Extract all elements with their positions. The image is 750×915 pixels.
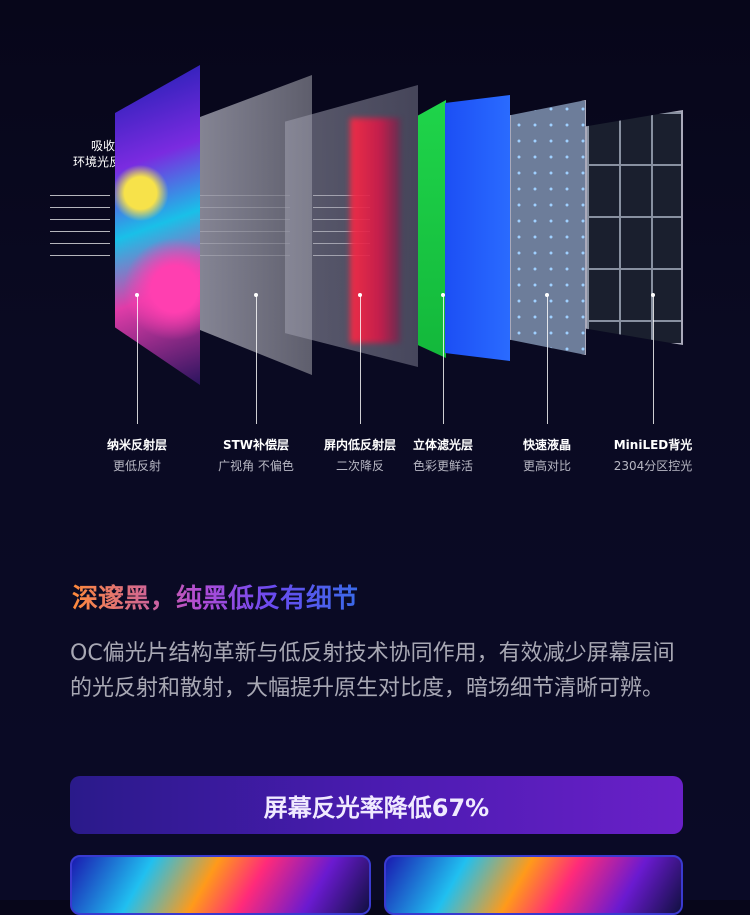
- layer-subtitle: 更高对比: [522, 459, 571, 473]
- light-ray: [50, 231, 110, 232]
- leader-line: [360, 296, 361, 424]
- leader-line: [137, 296, 138, 424]
- layer-subtitle: 二次降反: [335, 459, 384, 473]
- layer-title: 立体滤光层: [412, 438, 473, 452]
- nano-reflection-layer: [115, 65, 200, 385]
- leader-line: [443, 296, 444, 424]
- layer-subtitle: 色彩更鲜活: [412, 459, 473, 473]
- section-title: 深邃黑，纯黑低反有细节: [72, 578, 358, 615]
- layer-title: STW补偿层: [222, 438, 290, 452]
- layer-marker-dot: [651, 293, 655, 297]
- layer-title: 纳米反射层: [106, 438, 167, 452]
- layer-subtitle: 广视角 不偏色: [218, 459, 294, 473]
- blue-filter-layer: [445, 95, 510, 361]
- miniled-backlight-layer: [585, 110, 683, 345]
- absorb-line-1: 吸收: [90, 139, 115, 153]
- leader-line: [256, 296, 257, 424]
- liquid-crystal-layer: [510, 100, 586, 355]
- layer-marker-dot: [358, 293, 362, 297]
- layer-subtitle: 更低反射: [112, 459, 161, 473]
- layer-label: 屏内低反射层 二次降反: [300, 436, 420, 474]
- layer-marker-dot: [441, 293, 445, 297]
- layer-marker-dot: [254, 293, 258, 297]
- layer-label: 快速液晶 更高对比: [487, 436, 607, 474]
- comparison-image-right: [384, 855, 683, 915]
- layer-subtitle: 2304分区控光: [613, 459, 693, 473]
- red-filter-strip: [350, 118, 400, 343]
- layer-title: MiniLED背光: [613, 438, 693, 452]
- layer-label: MiniLED背光 2304分区控光: [593, 436, 713, 474]
- layer-label: 纳米反射层 更低反射: [77, 436, 197, 474]
- layer-label: STW补偿层 广视角 不偏色: [196, 436, 316, 474]
- leader-line: [653, 296, 654, 424]
- light-ray: [50, 207, 110, 208]
- light-ray: [50, 195, 110, 196]
- leader-line: [547, 296, 548, 424]
- layer-marker-dot: [135, 293, 139, 297]
- comparison-image-left: [70, 855, 371, 915]
- light-ray: [50, 255, 110, 256]
- layer-title: 屏内低反射层: [323, 438, 396, 452]
- layer-marker-dot: [545, 293, 549, 297]
- section-description: OC偏光片结构革新与低反射技术协同作用，有效减少屏幕层间的光反射和散射，大幅提升…: [70, 641, 675, 701]
- green-filter-layer: [418, 100, 446, 358]
- layer-label: 立体滤光层色彩更鲜活: [383, 436, 503, 474]
- layer-title: 快速液晶: [522, 438, 571, 452]
- light-ray: [50, 243, 110, 244]
- reflection-banner: 屏幕反光率降低67%: [70, 776, 683, 834]
- light-ray: [50, 219, 110, 220]
